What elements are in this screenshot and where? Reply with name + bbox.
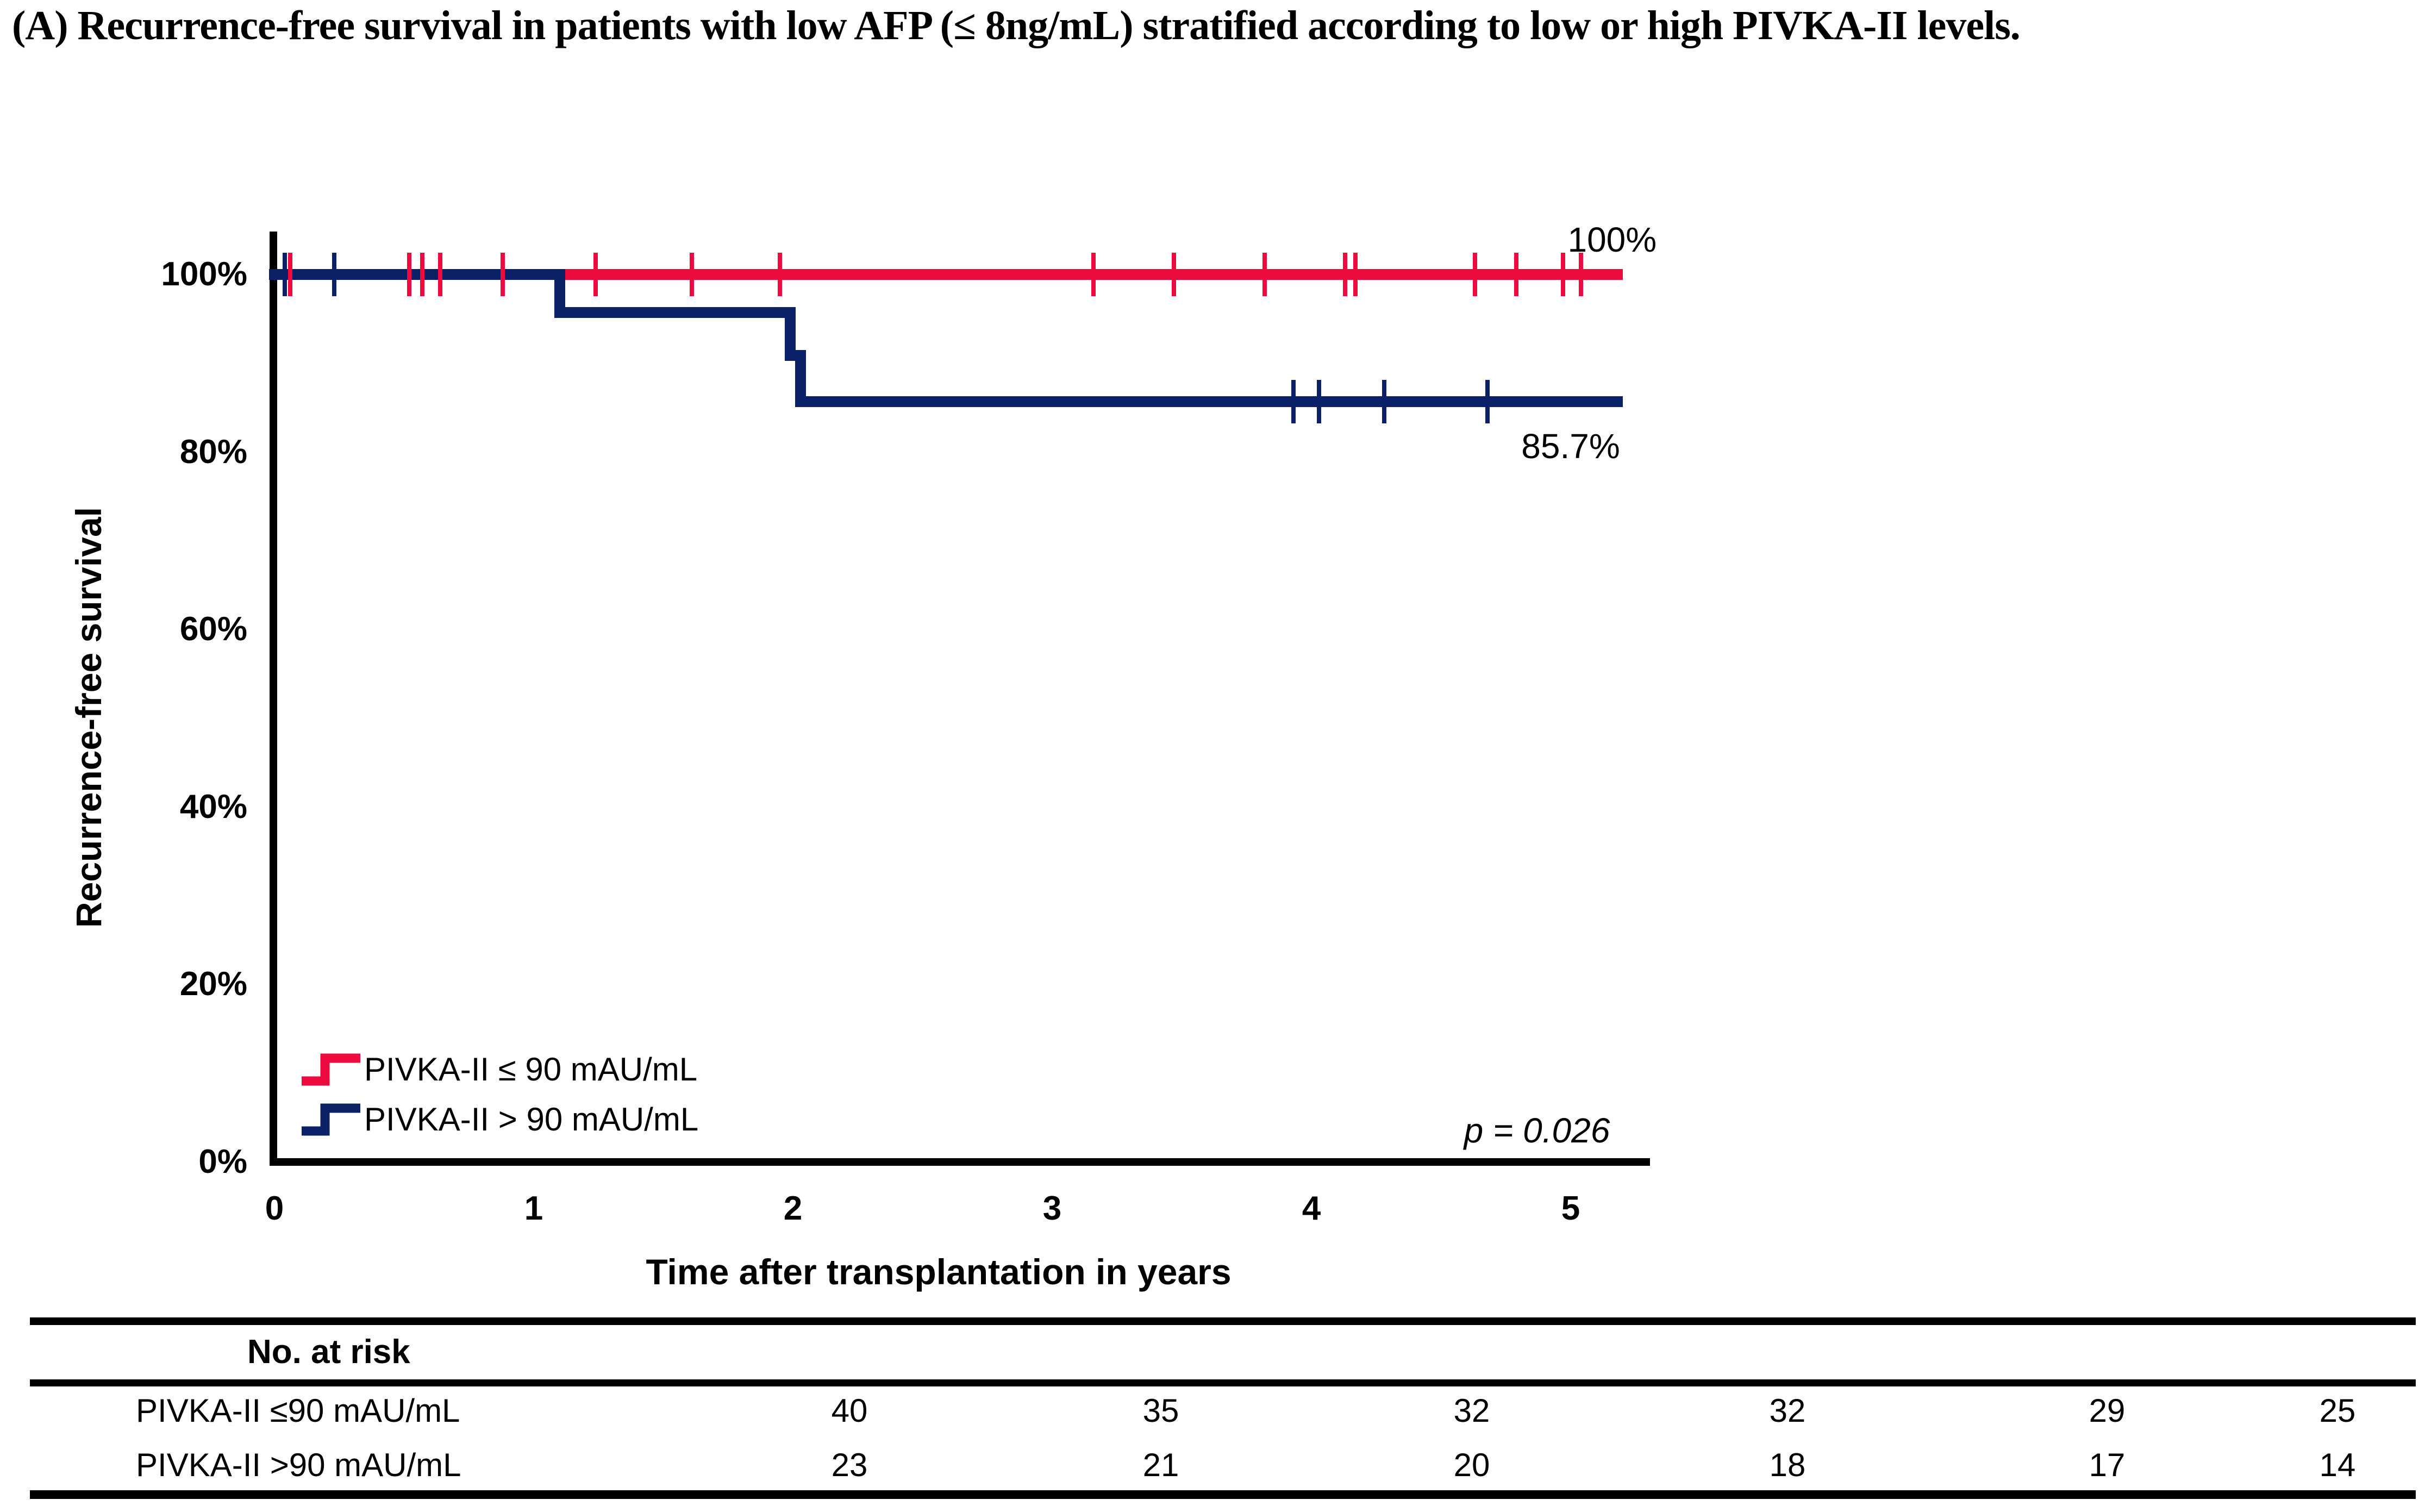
censor-tick-navy bbox=[1382, 379, 1386, 423]
km-line-navy bbox=[785, 307, 796, 361]
censor-tick-red bbox=[407, 253, 412, 296]
risk-value: 29 bbox=[2089, 1392, 2126, 1429]
censor-tick-red bbox=[1343, 253, 1347, 296]
risk-value: 14 bbox=[2319, 1447, 2356, 1483]
navy-curve-end-label: 85.7% bbox=[1521, 426, 1620, 466]
risk-table-rule-bottom bbox=[30, 1490, 2416, 1499]
y-axis-title: Recurrence-free survival bbox=[68, 507, 109, 928]
censor-tick-red bbox=[593, 253, 598, 296]
figure-title: (A) Recurrence-free survival in patients… bbox=[12, 3, 2021, 48]
censor-tick-red bbox=[1353, 253, 1358, 296]
risk-table-rule-top bbox=[30, 1317, 2416, 1325]
y-tick-label: 80% bbox=[179, 433, 247, 471]
censor-tick-navy bbox=[283, 253, 287, 296]
risk-value: 20 bbox=[1453, 1447, 1490, 1483]
risk-row-label-pivka-low: PIVKA-II ≤90 mAU/mL bbox=[136, 1392, 460, 1429]
legend-label-pivka-low: PIVKA-II ≤ 90 mAU/mL bbox=[364, 1051, 698, 1088]
censor-tick-navy bbox=[332, 253, 336, 296]
censor-tick-red bbox=[689, 253, 694, 296]
km-line-navy bbox=[795, 396, 1623, 407]
risk-value: 35 bbox=[1142, 1392, 1179, 1429]
risk-table-header: No. at risk bbox=[247, 1333, 410, 1371]
censor-tick-red bbox=[1560, 253, 1565, 296]
censor-tick-navy bbox=[1485, 379, 1490, 423]
y-tick-label: 0% bbox=[198, 1143, 247, 1180]
legend-step-marker-red-icon bbox=[302, 1053, 360, 1086]
risk-value: 21 bbox=[1142, 1447, 1179, 1483]
y-tick-label: 60% bbox=[179, 610, 247, 648]
censor-tick-red bbox=[1172, 253, 1177, 296]
risk-value: 32 bbox=[1453, 1392, 1490, 1429]
censor-tick-red bbox=[1091, 253, 1096, 296]
risk-value: 23 bbox=[831, 1447, 868, 1483]
risk-row-label-pivka-high: PIVKA-II >90 mAU/mL bbox=[136, 1447, 461, 1483]
y-tick-label: 100% bbox=[161, 255, 247, 293]
km-line-navy bbox=[795, 349, 807, 407]
y-axis-line bbox=[270, 232, 277, 1166]
x-tick-label: 0 bbox=[265, 1190, 284, 1227]
legend-item-pivka-high: PIVKA-II > 90 mAU/mL bbox=[300, 1099, 698, 1139]
risk-value: 25 bbox=[2319, 1392, 2356, 1429]
x-tick-label: 2 bbox=[783, 1190, 803, 1227]
censor-tick-red bbox=[778, 253, 783, 296]
risk-value: 32 bbox=[1769, 1392, 1806, 1429]
risk-table-rule-mid bbox=[30, 1379, 2416, 1386]
km-line-red bbox=[269, 269, 1623, 280]
x-tick-label: 1 bbox=[524, 1190, 543, 1227]
risk-value: 17 bbox=[2089, 1447, 2126, 1483]
censor-tick-red bbox=[1579, 253, 1584, 296]
censor-tick-navy bbox=[1291, 379, 1296, 423]
x-axis-line bbox=[270, 1158, 1650, 1166]
legend-item-pivka-low: PIVKA-II ≤ 90 mAU/mL bbox=[300, 1049, 697, 1089]
x-tick-label: 3 bbox=[1042, 1190, 1062, 1227]
censor-tick-navy bbox=[1317, 379, 1322, 423]
y-tick-label: 20% bbox=[179, 965, 247, 1003]
censor-tick-red bbox=[500, 253, 505, 296]
x-axis-title: Time after transplantation in years bbox=[646, 1252, 1232, 1292]
km-line-navy bbox=[269, 269, 565, 280]
risk-value: 18 bbox=[1769, 1447, 1806, 1483]
censor-tick-red bbox=[438, 253, 443, 296]
x-tick-label: 5 bbox=[1561, 1190, 1580, 1227]
censor-tick-red bbox=[1514, 253, 1518, 296]
p-value-label: p = 0.026 bbox=[1464, 1111, 1610, 1151]
censor-tick-red bbox=[287, 253, 292, 296]
km-line-navy bbox=[554, 307, 796, 318]
censor-tick-red bbox=[1262, 253, 1267, 296]
y-tick-label: 40% bbox=[179, 788, 247, 826]
legend-step-marker-navy-icon bbox=[302, 1103, 360, 1136]
censor-tick-red bbox=[1472, 253, 1477, 296]
x-tick-label: 4 bbox=[1302, 1190, 1321, 1227]
legend-label-pivka-high: PIVKA-II > 90 mAU/mL bbox=[364, 1101, 699, 1138]
censor-tick-red bbox=[420, 253, 424, 296]
risk-value: 40 bbox=[831, 1392, 868, 1429]
km-line-navy bbox=[554, 269, 565, 318]
